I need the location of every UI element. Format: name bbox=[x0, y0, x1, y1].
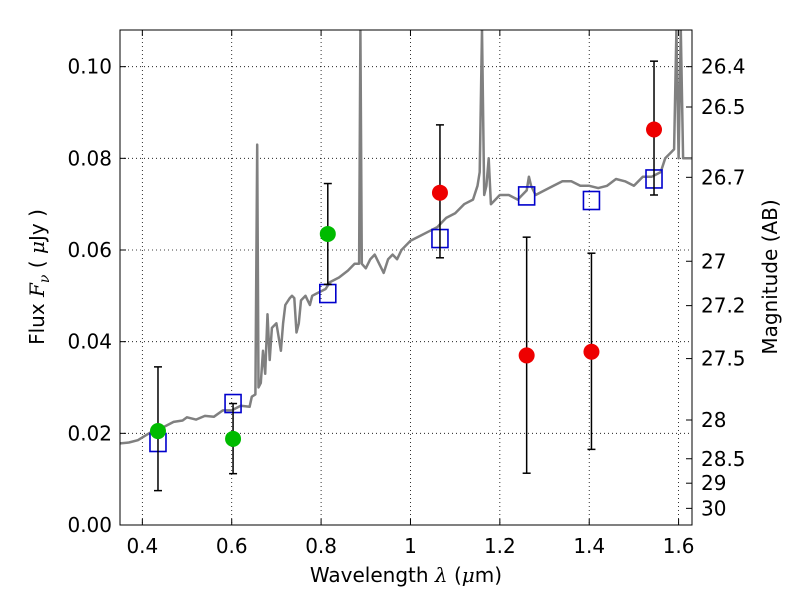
magnitude-tick-label: 26.7 bbox=[701, 165, 746, 189]
model-box-marker bbox=[517, 186, 536, 206]
detection-marker bbox=[225, 430, 242, 447]
detection-marker bbox=[319, 225, 336, 242]
spectrum-line bbox=[120, 30, 692, 445]
magnitude-tick-label: 28 bbox=[701, 408, 726, 432]
y-tick-label: 0.10 bbox=[67, 55, 112, 79]
nondetection-marker bbox=[646, 121, 663, 138]
plot-area bbox=[120, 30, 692, 492]
y-tick-label: 0.08 bbox=[67, 146, 112, 170]
plot-frame bbox=[119, 29, 693, 526]
magnitude-tick-label: 26.4 bbox=[701, 55, 746, 79]
y-tick-label: 0.04 bbox=[67, 330, 112, 354]
magnitude-tick-label: 26.5 bbox=[701, 95, 746, 119]
magnitude-tick-label: 29 bbox=[701, 471, 726, 495]
detection-marker bbox=[149, 423, 166, 440]
x-tick-label: 0.4 bbox=[126, 534, 158, 558]
magnitude-tick-label: 27.5 bbox=[701, 347, 746, 371]
x-tick-label: 0.8 bbox=[305, 534, 337, 558]
x-tick-label: 1.4 bbox=[573, 534, 605, 558]
y-tick-label: 0.00 bbox=[67, 513, 112, 537]
model-box-marker bbox=[582, 190, 601, 211]
y-tick-label: 0.02 bbox=[67, 421, 112, 445]
plot-clipped-group bbox=[120, 30, 692, 492]
x-tick-label: 1.2 bbox=[484, 534, 516, 558]
axis-ticks: 0.4 0.6 0.8 1 1.2 1.4 1.6 0.00 0.02 0.04 0.06 0.08 0… bbox=[67, 30, 746, 558]
y-axis-label: Flux Fν ( μJy ) bbox=[25, 209, 53, 345]
nondetection-marker bbox=[583, 343, 600, 360]
nondetection-marker bbox=[518, 347, 535, 364]
nondetection-marker bbox=[431, 184, 448, 201]
magnitude-tick-label: 27 bbox=[701, 249, 726, 273]
x-tick-label: 1.6 bbox=[663, 534, 695, 558]
x-tick-label: 1 bbox=[404, 534, 417, 558]
x-axis-label: Wavelength λ (μm) bbox=[310, 563, 502, 587]
magnitude-tick-label: 30 bbox=[701, 496, 726, 520]
grid bbox=[120, 30, 692, 526]
y-tick-label: 0.06 bbox=[67, 238, 112, 262]
x-tick-label: 0.6 bbox=[216, 534, 248, 558]
magnitude-axis-label: Magnitude (AB) bbox=[758, 199, 782, 354]
magnitude-tick-label: 28.5 bbox=[701, 447, 746, 471]
magnitude-tick-label: 27.2 bbox=[701, 294, 746, 318]
